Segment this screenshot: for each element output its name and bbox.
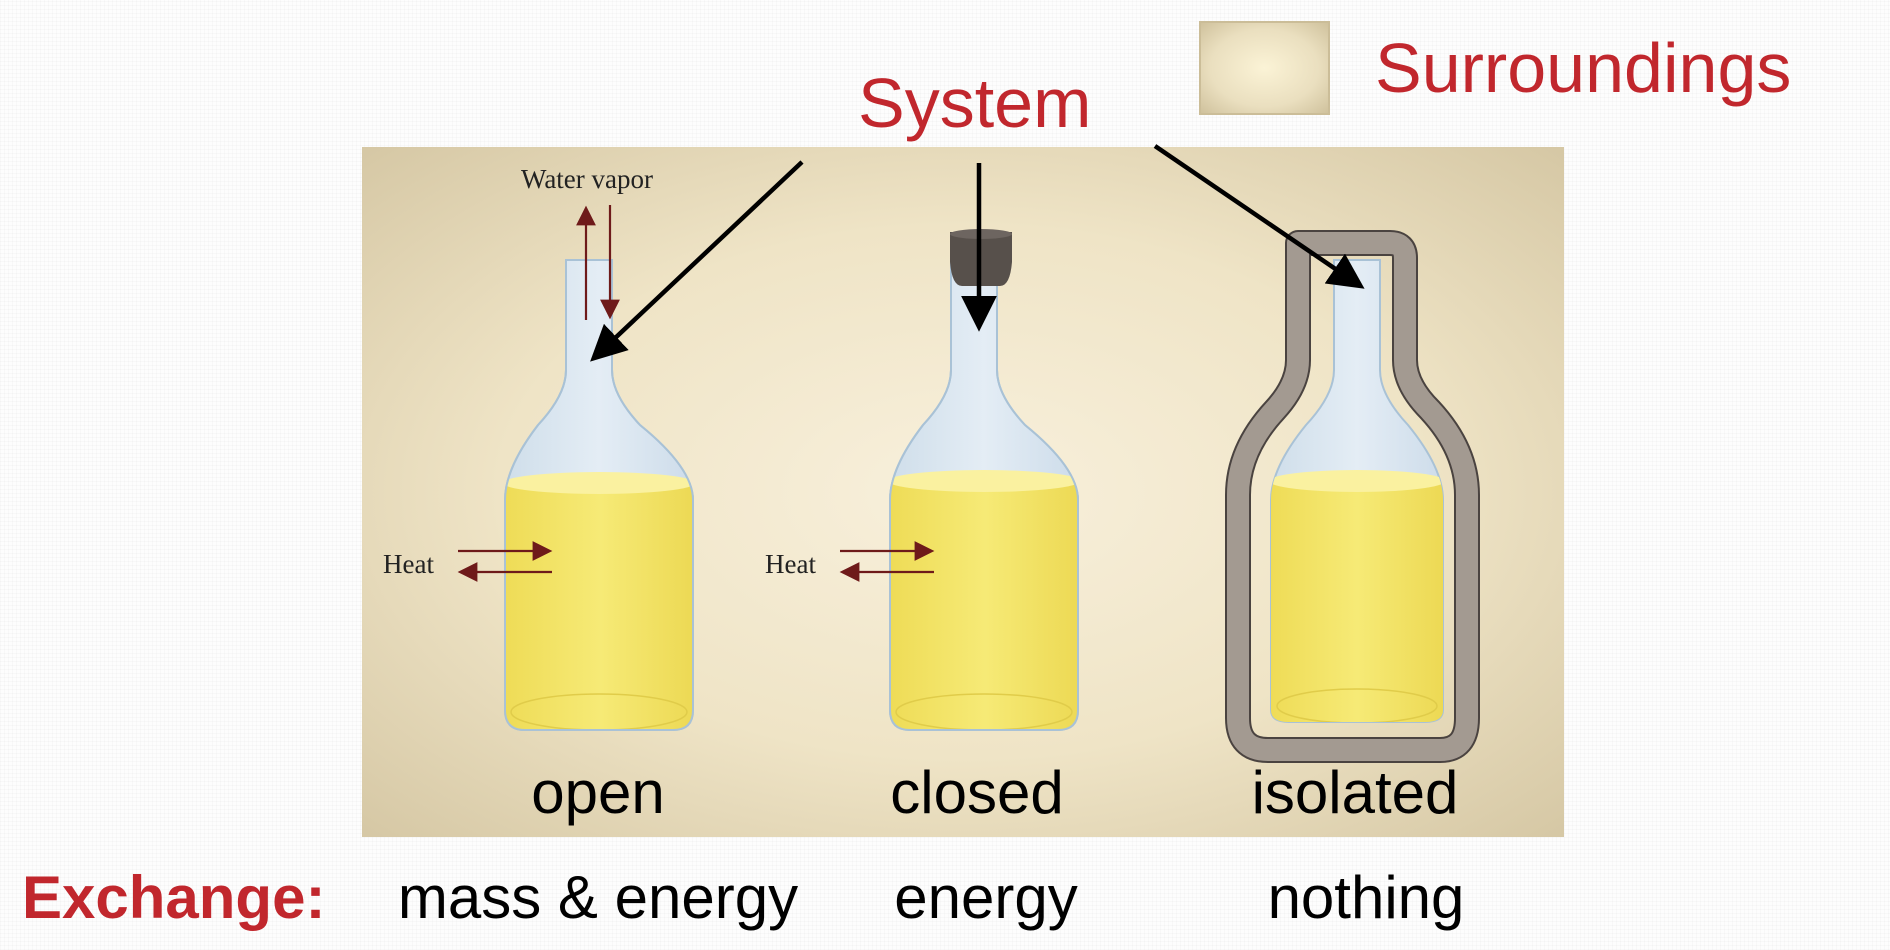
isolated-flask-liquid [1271,481,1443,722]
open-flask: Water vapor Heat open [383,164,694,826]
surroundings-label: Surroundings [1375,29,1791,107]
exchange-closed: energy [894,864,1077,931]
exchange-row: Exchange: mass & energy energy nothing [22,864,1464,931]
heat-label-open: Heat [383,549,434,579]
legend: Surroundings [1199,21,1791,115]
closed-flask-liquid [890,481,1078,730]
open-label: open [531,759,664,826]
isolated-label: isolated [1252,759,1459,826]
exchange-open: mass & energy [398,864,798,931]
exchange-label: Exchange: [22,864,325,931]
closed-flask: Heat closed [765,229,1079,826]
open-flask-liquid [505,483,693,730]
water-vapor-label: Water vapor [521,164,653,194]
system-arrow-isolated [1153,144,1365,289]
isolated-flask: isolated [1225,230,1480,826]
exchange-isolated: nothing [1268,864,1465,931]
surroundings-swatch [1199,21,1330,115]
heat-label-closed: Heat [765,549,816,579]
system-label: System [858,64,1091,142]
system-arrow-open [590,160,804,362]
closed-label: closed [890,759,1063,826]
